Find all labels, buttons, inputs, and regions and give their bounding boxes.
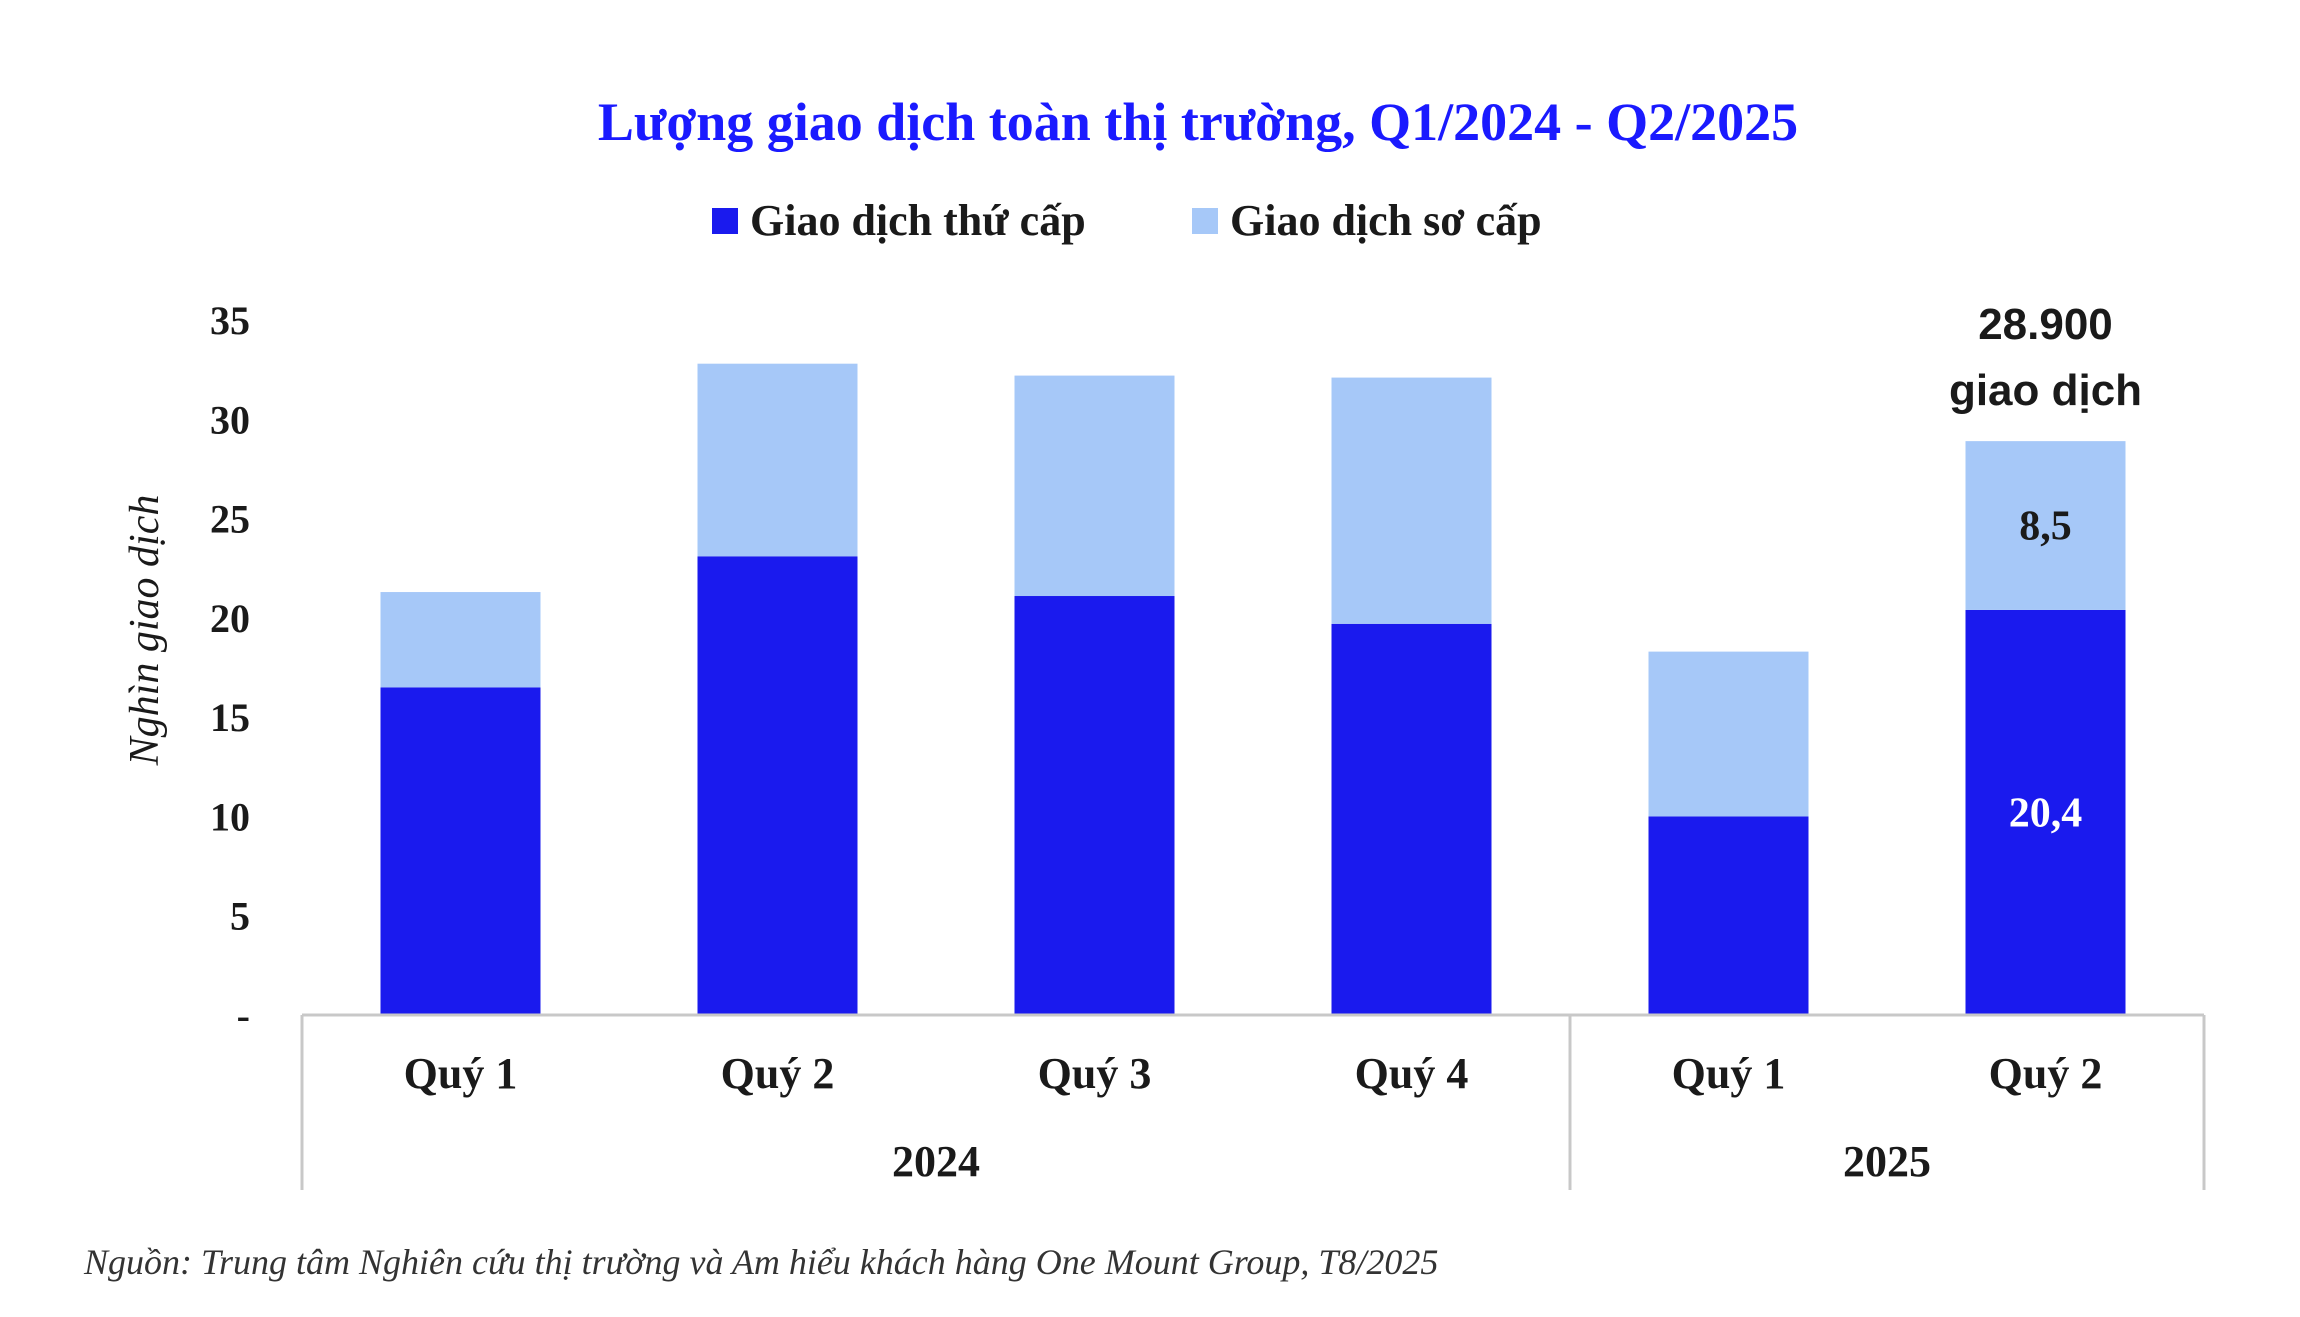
- y-tick-label: -: [237, 993, 250, 1038]
- bar-secondary: [697, 556, 858, 1015]
- group-label: 2025: [1843, 1137, 1931, 1186]
- x-tick-label: Quý 2: [721, 1049, 835, 1098]
- value-labels: 20,4 8,5: [2009, 504, 2083, 837]
- bar-primary: [380, 592, 541, 688]
- legend-swatch-secondary: [712, 208, 738, 234]
- bar-secondary: [380, 687, 541, 1015]
- y-tick-label: 15: [210, 695, 250, 740]
- x-tick-label: Quý 4: [1355, 1049, 1469, 1098]
- x-axis-frame: [300, 1013, 2206, 1190]
- bar-secondary: [1648, 816, 1809, 1015]
- bar-secondary: [1014, 596, 1175, 1015]
- bar-primary: [1014, 375, 1175, 597]
- x-tick-label: Quý 3: [1038, 1049, 1152, 1098]
- y-tick-label: 5: [230, 894, 250, 939]
- data-label: 20,4: [2009, 790, 2083, 836]
- bar-primary: [1648, 651, 1809, 817]
- legend-label-primary: Giao dịch sơ cấp: [1230, 196, 1542, 245]
- x-tick-label: Quý 1: [404, 1049, 518, 1098]
- chart-title: Lượng giao dịch toàn thị trường, Q1/2024…: [598, 92, 1798, 152]
- group-labels: 2024 2025: [892, 1137, 1931, 1186]
- bar-secondary: [1965, 609, 2126, 1015]
- legend-label-secondary: Giao dịch thứ cấp: [750, 196, 1086, 245]
- total-annotation: 28.900 giao dịch: [1949, 300, 2142, 415]
- bar-secondary: [1331, 623, 1492, 1015]
- x-tick-label: Quý 2: [1989, 1049, 2103, 1098]
- source-note: Nguồn: Trung tâm Nghiên cứu thị trường v…: [83, 1242, 1438, 1282]
- legend-swatch-primary: [1192, 208, 1218, 234]
- category-labels: Quý 1 Quý 2 Quý 3 Quý 4 Quý 1 Quý 2: [404, 1049, 2103, 1098]
- x-tick-label: Quý 1: [1672, 1049, 1786, 1098]
- bar-primary: [1965, 441, 2126, 610]
- legend: Giao dịch thứ cấp Giao dịch sơ cấp: [712, 196, 1542, 245]
- y-axis-ticks: - 5 10 15 20 25 30 35: [210, 298, 250, 1038]
- y-tick-label: 25: [210, 497, 250, 542]
- y-tick-label: 30: [210, 397, 250, 442]
- total-annotation-line: giao dịch: [1949, 366, 2142, 415]
- bar-primary: [697, 363, 858, 557]
- data-label: 8,5: [2019, 504, 2072, 550]
- y-tick-label: 35: [210, 298, 250, 343]
- y-tick-label: 20: [210, 596, 250, 641]
- group-label: 2024: [892, 1137, 980, 1186]
- y-tick-label: 10: [210, 794, 250, 839]
- bar-primary: [1331, 377, 1492, 624]
- y-axis-label: Nghìn giao dịch: [122, 495, 168, 767]
- bars: [380, 363, 2126, 1015]
- total-annotation-line: 28.900: [1978, 300, 2113, 349]
